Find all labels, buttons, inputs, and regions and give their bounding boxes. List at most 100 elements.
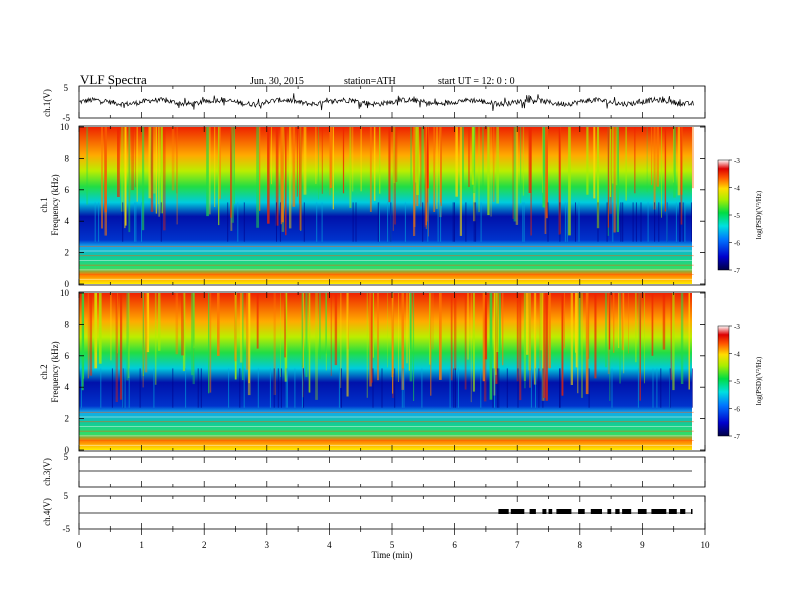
spectrogram-burst (136, 127, 138, 202)
spectrogram-burst (309, 293, 311, 393)
spectrogram-burst (635, 293, 637, 363)
spectrogram-burst (340, 293, 342, 388)
spectrogram-dark-streak (237, 202, 239, 242)
colorbar-tick-label: -5 (734, 212, 740, 220)
spectrogram-dark-streak (682, 202, 684, 242)
spectrogram-burst (558, 127, 561, 235)
spectrogram-burst (395, 127, 398, 183)
spectrogram-burst (613, 127, 616, 233)
spectrogram-dark-streak (635, 202, 637, 242)
spectrogram-burst (487, 127, 490, 216)
spectrogram-burst (373, 127, 376, 201)
spectrogram-burst (544, 127, 547, 234)
spectrogram-dark-streak (427, 202, 429, 242)
spectrogram-burst (413, 127, 416, 236)
spectrogram-burst (428, 127, 429, 237)
spectrogram-dark-streak (679, 202, 681, 242)
spectrogram-burst (388, 127, 391, 203)
spectrogram-dark-streak (522, 202, 524, 242)
spectrogram-burst (101, 127, 103, 229)
spectrogram-dark-streak (660, 368, 662, 408)
spectrogram-burst (462, 127, 464, 189)
spectrogram-burst (127, 293, 130, 378)
spectrogram-burst (89, 293, 93, 376)
spectrogram-burst (435, 127, 439, 209)
spectrogram-burst (662, 293, 666, 350)
spectrogram-burst (299, 127, 301, 204)
spectrogram-burst (454, 293, 457, 371)
spectrogram-dark-streak (498, 368, 500, 408)
spectrogram-burst (520, 127, 522, 204)
spectrogram-burst (285, 127, 287, 236)
spectrogram-burst (691, 127, 694, 189)
spectrogram-dark-streak (535, 368, 536, 408)
spectrogram-burst (651, 127, 653, 185)
ch2-spectrogram-background (79, 293, 692, 450)
spectrogram-burst (319, 293, 321, 360)
spectrogram-burst (421, 127, 424, 189)
spectrogram-burst (392, 127, 394, 231)
spectrogram-burst (470, 293, 472, 403)
spectrogram-dark-streak (652, 368, 654, 408)
spectrogram-burst (208, 293, 210, 394)
spectrogram-burst (142, 127, 145, 231)
spectrogram-dark-streak (597, 202, 599, 242)
ch1-colorbar-ticks: -3 -4 -5 -6 -7 (729, 157, 740, 275)
spectrogram-dark-streak (94, 202, 96, 242)
spectrogram-dark-streak (530, 368, 532, 408)
spectrogram-burst (208, 127, 211, 215)
spectrogram-dark-streak (538, 368, 540, 408)
spectrogram-dark-streak (321, 202, 323, 242)
spectrogram-dark-streak (404, 202, 406, 242)
spectrogram-dark-streak (578, 202, 580, 242)
spectrogram-dark-streak (449, 368, 451, 408)
spectrogram-burst (578, 293, 581, 355)
spectrogram-burst (413, 127, 416, 227)
spectrogram-burst (128, 127, 131, 233)
spectrogram-burst (330, 293, 332, 376)
colorbar-tick-label: -6 (734, 240, 740, 248)
spectrogram-burst (214, 127, 216, 208)
spectrogram-burst (372, 293, 374, 358)
spectrogram-dark-streak (654, 202, 656, 242)
time-tick-label: 1 (139, 540, 144, 550)
spectrogram-burst (369, 127, 372, 212)
spectrogram-dark-streak (243, 368, 245, 408)
spectrogram-burst (545, 127, 548, 218)
spectrogram-burst (432, 293, 434, 350)
spectrogram-burst (117, 127, 120, 197)
spectrogram-burst (499, 293, 501, 352)
spectrogram-dark-streak (422, 202, 424, 242)
spectrogram-burst (533, 293, 537, 385)
spectrogram-burst (512, 127, 514, 219)
frequency-tick-label: 4 (65, 382, 70, 392)
spectrogram-dark-streak (675, 202, 677, 242)
spectrogram-burst (191, 293, 194, 376)
spectrogram-burst (672, 293, 675, 391)
frequency-tick-label: 6 (65, 351, 70, 361)
spectrogram-dark-streak (276, 202, 277, 242)
spectrogram-burst (646, 127, 648, 193)
spectrogram-dark-streak (387, 202, 389, 242)
spectrogram-burst (134, 127, 136, 188)
time-tick-label: 0 (77, 540, 82, 550)
spectrogram-burst (426, 127, 428, 222)
spectrogram-burst (218, 127, 220, 226)
spectrogram-dark-streak (612, 202, 614, 242)
spectrogram-dark-streak (227, 202, 229, 242)
spectrogram-dark-streak (80, 368, 82, 408)
spectrogram-burst (471, 127, 474, 185)
spectrogram-dark-streak (666, 202, 668, 242)
spectrogram-burst (450, 293, 453, 381)
time-tick-label: 6 (452, 540, 457, 550)
spectrogram-burst (519, 293, 522, 401)
ch3-ytick-top: 5 (64, 452, 69, 462)
spectrogram-burst (609, 127, 612, 197)
spectrogram-dark-streak (303, 202, 305, 242)
spectrogram-burst (110, 293, 112, 361)
spectrogram-burst (158, 293, 161, 351)
spectrogram-dark-streak (454, 202, 455, 242)
spectrogram-burst (369, 293, 372, 387)
spectrogram-burst (618, 293, 620, 348)
